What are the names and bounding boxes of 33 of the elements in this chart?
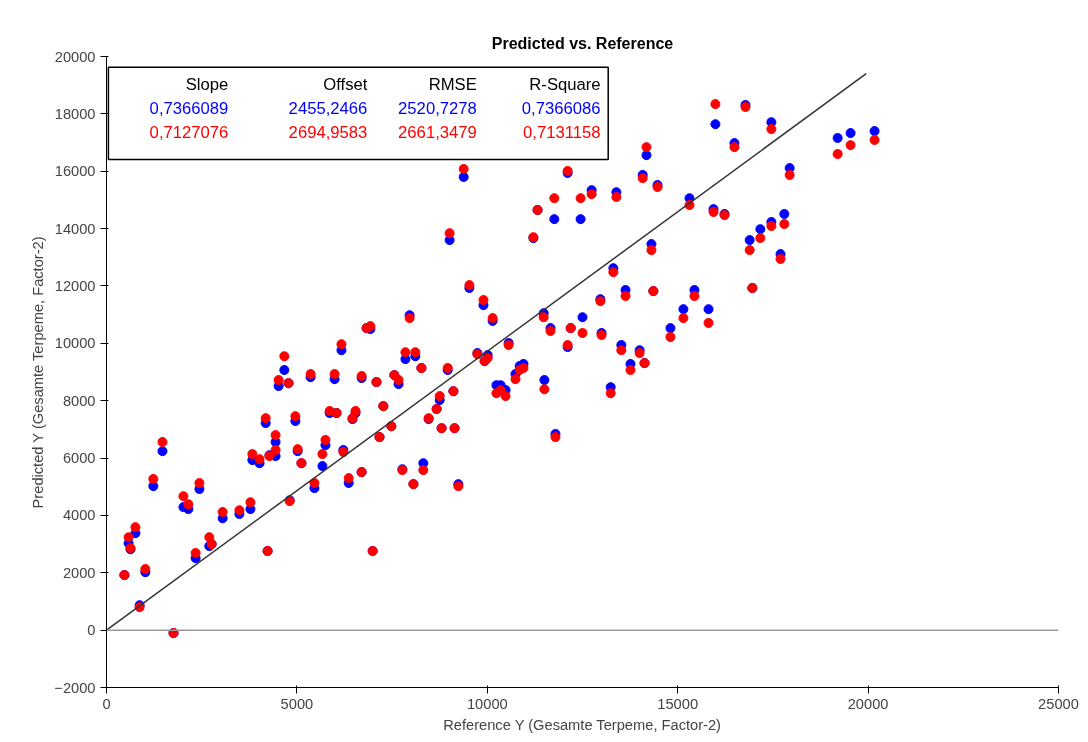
annotation: R-Square (529, 74, 601, 94)
y-axis-title: Predicted Y (Gesamte Terpeme, Factor-2) (30, 236, 47, 509)
annotation: 0,7131158 (523, 122, 601, 142)
y-tick-label: 4000 (62, 507, 96, 524)
y-tick-label: 16000 (54, 163, 96, 180)
annotation: 0,7127076 (149, 122, 229, 142)
y-tick-label: −2000 (54, 679, 96, 696)
chart-title: Predicted vs. Reference (491, 34, 674, 52)
annotation: RMSE (428, 74, 477, 94)
x-tick-label: 25000 (1038, 695, 1079, 712)
x-tick-label: 10000 (466, 695, 508, 712)
x-tick-label: 5000 (280, 695, 314, 712)
annotation: 2661,3479 (398, 122, 477, 142)
annotation: Slope (185, 74, 229, 94)
y-tick-label: 8000 (62, 392, 96, 409)
annotation: 2455,2466 (288, 98, 368, 118)
annotation: Offset (323, 74, 368, 94)
y-tick-label: 6000 (62, 450, 96, 467)
y-tick-label: 20000 (54, 48, 96, 65)
x-tick-label: 0 (102, 695, 111, 712)
y-tick-label: 0 (87, 622, 96, 639)
x-tick-label: 20000 (847, 695, 889, 712)
annotation: 2694,9583 (288, 122, 368, 142)
y-tick-label: 18000 (54, 105, 96, 122)
annotation: 0,7366089 (149, 98, 229, 118)
y-tick-label: 2000 (62, 564, 96, 581)
annotation: 2520,7278 (398, 98, 477, 118)
y-tick-label: 10000 (54, 335, 96, 352)
y-tick-label: 14000 (54, 220, 96, 237)
annotation: 0,7366086 (521, 98, 601, 118)
x-axis-title: Reference Y (Gesamte Terpeme, Factor-2) (443, 716, 721, 733)
y-tick-label: 12000 (54, 277, 96, 294)
x-tick-label: 15000 (657, 695, 699, 712)
